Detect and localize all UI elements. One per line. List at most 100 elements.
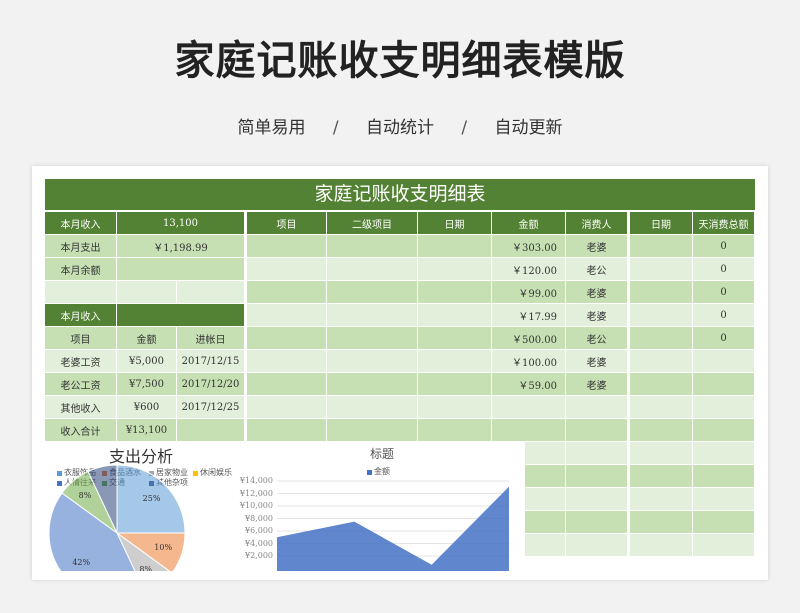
expense-person-cell[interactable]: 老公 <box>566 327 628 350</box>
expense-cell[interactable] <box>327 281 418 304</box>
income-date-cell[interactable]: 2017/12/15 <box>177 350 245 373</box>
daily-cell[interactable] <box>693 534 755 557</box>
income-item-cell[interactable]: 收入合计 <box>45 419 117 442</box>
expense-cell[interactable] <box>418 258 492 281</box>
expense-cell[interactable] <box>247 396 327 419</box>
daily-cell[interactable] <box>630 442 693 465</box>
income-date-cell[interactable]: 2017/12/25 <box>177 396 245 419</box>
expense-amount-cell[interactable]: ￥500.00 <box>492 327 566 350</box>
daily-total-cell[interactable]: 0 <box>693 327 755 350</box>
expense-cell[interactable] <box>492 396 566 419</box>
daily-total-cell[interactable]: 0 <box>693 235 755 258</box>
daily-cell[interactable] <box>693 511 755 534</box>
expense-amount-cell[interactable]: ￥303.00 <box>492 235 566 258</box>
blank-cell[interactable] <box>45 281 117 304</box>
expense-cell[interactable] <box>418 327 492 350</box>
income-item-cell[interactable]: 老婆工资 <box>45 350 117 373</box>
daily-cell[interactable] <box>630 281 693 304</box>
expense-amount-cell[interactable]: ￥99.00 <box>492 281 566 304</box>
income-amount-cell[interactable]: ¥600 <box>117 396 177 419</box>
income-amount-cell[interactable]: ¥5,000 <box>117 350 177 373</box>
daily-cell[interactable] <box>630 258 693 281</box>
summary-label: 本月余额 <box>45 258 117 281</box>
expense-cell[interactable] <box>327 327 418 350</box>
expense-amount-cell[interactable]: ￥17.99 <box>492 304 566 327</box>
daily-cell[interactable] <box>693 396 755 419</box>
expense-cell[interactable] <box>418 235 492 258</box>
expense-cell[interactable] <box>418 419 492 442</box>
expense-cell[interactable] <box>247 419 327 442</box>
income-date-cell[interactable] <box>177 419 245 442</box>
expense-cell[interactable] <box>418 350 492 373</box>
expense-cell[interactable] <box>247 373 327 396</box>
daily-cell[interactable] <box>693 350 755 373</box>
daily-total-cell[interactable]: 0 <box>693 281 755 304</box>
y-tick-label: ¥4,000 <box>245 538 273 548</box>
expense-cell[interactable] <box>247 258 327 281</box>
expense-person-cell[interactable]: 老婆 <box>566 235 628 258</box>
expense-cell[interactable] <box>247 327 327 350</box>
daily-cell[interactable] <box>630 350 693 373</box>
daily-cell[interactable] <box>693 488 755 511</box>
expense-cell[interactable] <box>418 281 492 304</box>
expense-cell[interactable] <box>418 304 492 327</box>
expense-person-cell[interactable]: 老婆 <box>566 373 628 396</box>
daily-cell[interactable] <box>693 442 755 465</box>
daily-cell[interactable] <box>630 488 693 511</box>
blank-cell[interactable] <box>117 281 177 304</box>
blank-cell[interactable] <box>177 281 245 304</box>
income-item-cell[interactable]: 其他收入 <box>45 396 117 419</box>
daily-cell[interactable] <box>630 534 693 557</box>
income-amount-cell[interactable]: ¥13,100 <box>117 419 177 442</box>
expense-cell[interactable] <box>566 442 628 465</box>
expense-amount-cell[interactable]: ￥59.00 <box>492 373 566 396</box>
income-item-cell[interactable]: 老公工资 <box>45 373 117 396</box>
tag-separator: / <box>461 118 468 138</box>
expense-cell[interactable] <box>327 258 418 281</box>
daily-total-cell[interactable]: 0 <box>693 304 755 327</box>
daily-cell[interactable] <box>630 511 693 534</box>
expense-amount-cell[interactable]: ￥120.00 <box>492 258 566 281</box>
expense-cell[interactable] <box>566 396 628 419</box>
expense-cell[interactable] <box>566 511 628 534</box>
expense-person-cell[interactable]: 老婆 <box>566 304 628 327</box>
daily-cell[interactable] <box>693 373 755 396</box>
expense-cell[interactable] <box>566 488 628 511</box>
daily-total-cell[interactable]: 0 <box>693 258 755 281</box>
daily-cell[interactable] <box>630 419 693 442</box>
summary-value[interactable]: ￥1,198.99 <box>117 235 245 258</box>
expense-person-cell[interactable]: 老公 <box>566 258 628 281</box>
daily-cell[interactable] <box>630 327 693 350</box>
expense-cell[interactable] <box>247 235 327 258</box>
expense-cell[interactable] <box>566 465 628 488</box>
expense-cell[interactable] <box>247 304 327 327</box>
daily-header: 日期 <box>630 212 693 235</box>
daily-cell[interactable] <box>693 419 755 442</box>
daily-cell[interactable] <box>693 465 755 488</box>
income-amount-cell[interactable]: ¥7,500 <box>117 373 177 396</box>
expense-cell[interactable] <box>492 419 566 442</box>
daily-cell[interactable] <box>630 465 693 488</box>
daily-cell[interactable] <box>630 304 693 327</box>
income-date-cell[interactable]: 2017/12/20 <box>177 373 245 396</box>
expense-cell[interactable] <box>247 281 327 304</box>
expense-cell[interactable] <box>566 419 628 442</box>
daily-cell[interactable] <box>630 396 693 419</box>
expense-cell[interactable] <box>418 373 492 396</box>
expense-cell[interactable] <box>418 396 492 419</box>
expense-amount-cell[interactable]: ￥100.00 <box>492 350 566 373</box>
expense-cell[interactable] <box>327 396 418 419</box>
expense-cell[interactable] <box>327 373 418 396</box>
summary-value[interactable] <box>117 258 245 281</box>
expense-cell[interactable] <box>247 350 327 373</box>
expense-cell[interactable] <box>327 304 418 327</box>
expense-cell[interactable] <box>327 235 418 258</box>
summary-value-income[interactable]: 13,100 <box>117 212 245 235</box>
expense-cell[interactable] <box>327 350 418 373</box>
expense-cell[interactable] <box>566 534 628 557</box>
expense-person-cell[interactable]: 老婆 <box>566 281 628 304</box>
expense-cell[interactable] <box>327 419 418 442</box>
expense-person-cell[interactable]: 老婆 <box>566 350 628 373</box>
daily-cell[interactable] <box>630 235 693 258</box>
daily-cell[interactable] <box>630 373 693 396</box>
